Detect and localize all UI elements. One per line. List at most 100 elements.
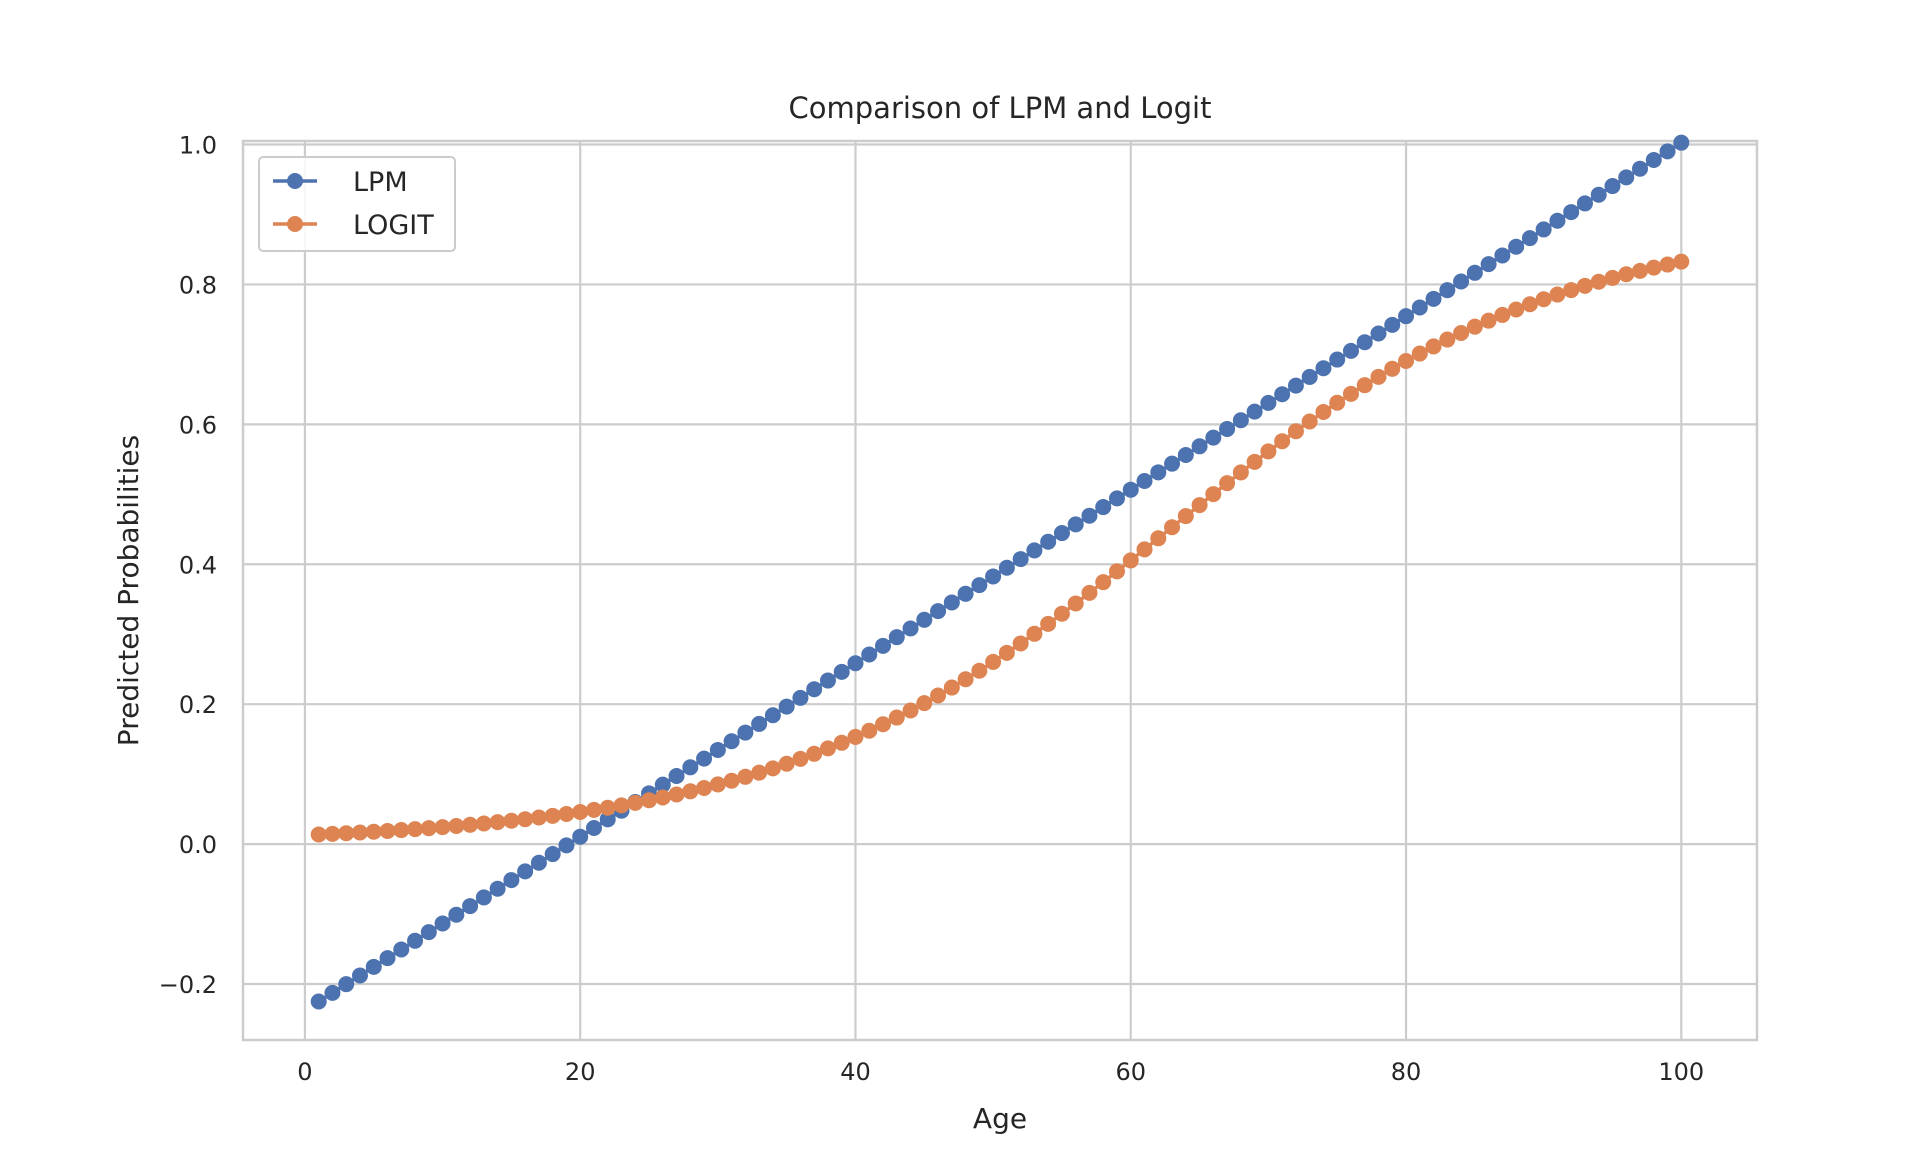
data-point (764, 760, 781, 777)
data-point (737, 724, 754, 741)
data-point (654, 776, 671, 793)
data-point (1122, 481, 1139, 498)
y-tick-label: 1.0 (179, 131, 217, 159)
series-logit (310, 253, 1690, 843)
data-point (751, 764, 768, 781)
x-tick-label: 0 (297, 1058, 312, 1086)
data-point (1053, 525, 1070, 542)
data-point (1315, 403, 1332, 420)
plot-frame (241, 139, 1759, 1042)
data-point (1618, 266, 1635, 283)
data-point (888, 629, 905, 646)
data-point (1618, 169, 1635, 186)
data-point (1012, 551, 1029, 568)
y-tick-label: 0.8 (179, 271, 217, 299)
data-point (764, 707, 781, 724)
data-point (1604, 269, 1621, 286)
data-point (1177, 508, 1194, 525)
data-point (489, 880, 506, 897)
data-point (613, 797, 630, 814)
data-point (338, 976, 355, 993)
data-point (1411, 299, 1428, 316)
data-point (1590, 273, 1607, 290)
data-point (379, 950, 396, 967)
data-point (1549, 286, 1566, 303)
data-point (393, 822, 410, 839)
y-axis-label: Predicted Probabilities (112, 435, 145, 746)
data-point (1164, 519, 1181, 536)
data-point (778, 698, 795, 715)
data-point (1232, 412, 1249, 429)
data-point (475, 889, 492, 906)
data-point (1453, 273, 1470, 290)
data-point (682, 759, 699, 776)
legend-label: LPM (353, 167, 408, 198)
data-point (1494, 306, 1511, 323)
y-tick-label: 0.0 (179, 831, 217, 859)
data-point (1632, 262, 1649, 279)
legend: LPM LOGIT (258, 156, 456, 252)
data-point (1026, 542, 1043, 559)
data-point (1604, 178, 1621, 195)
data-point (1466, 264, 1483, 281)
data-point (847, 728, 864, 745)
x-tick-label: 20 (565, 1058, 596, 1086)
data-point (544, 807, 561, 824)
data-point (1067, 595, 1084, 612)
data-point (1136, 541, 1153, 558)
data-point (985, 568, 1002, 585)
data-point (1535, 291, 1552, 308)
legend-item-logit: LOGIT (273, 210, 434, 241)
data-point (916, 611, 933, 628)
legend-item-lpm: LPM (273, 167, 408, 198)
data-point (737, 768, 754, 785)
data-point (1673, 134, 1690, 151)
data-point (1659, 256, 1676, 273)
data-point (1205, 429, 1222, 446)
data-point (1246, 453, 1263, 470)
data-point (1108, 563, 1125, 580)
data-point (517, 811, 534, 828)
data-point (585, 801, 602, 818)
data-point (1494, 247, 1511, 264)
data-point (1535, 221, 1552, 238)
data-point (902, 702, 919, 719)
data-point (1301, 413, 1318, 430)
data-point (1329, 351, 1346, 368)
data-point (462, 816, 479, 833)
data-point (1301, 368, 1318, 385)
series-lpm (310, 134, 1690, 1010)
data-point (572, 804, 589, 820)
data-point (1067, 516, 1084, 533)
data-point (1191, 497, 1208, 514)
data-point (351, 824, 368, 841)
data-point (930, 603, 947, 620)
data-point (1026, 625, 1043, 642)
data-point (324, 825, 341, 842)
data-point (1673, 253, 1690, 270)
data-point (998, 644, 1015, 661)
x-axis-label: Age (973, 1102, 1027, 1135)
data-point (1053, 605, 1070, 622)
data-point (792, 750, 809, 767)
data-point (1398, 353, 1415, 370)
data-point (1274, 433, 1291, 450)
data-point (682, 783, 699, 800)
data-point (1645, 152, 1662, 169)
data-point (916, 695, 933, 712)
data-point (888, 709, 905, 726)
legend-marker (287, 173, 303, 189)
data-point (1480, 256, 1497, 273)
data-point (1232, 464, 1249, 481)
y-tick-label: −0.2 (159, 971, 217, 999)
data-point (1177, 446, 1194, 463)
data-point (1563, 282, 1580, 299)
data-point (819, 740, 836, 757)
tick-labels: 0 20 40 60 80 100 −0.2 0.0 0.2 0.4 0.6 0.8 1.0 (159, 131, 1704, 1086)
data-point (1219, 420, 1236, 437)
data-point (998, 559, 1015, 576)
data-point (1398, 308, 1415, 325)
data-point (1632, 160, 1649, 177)
data-point (985, 653, 1002, 670)
